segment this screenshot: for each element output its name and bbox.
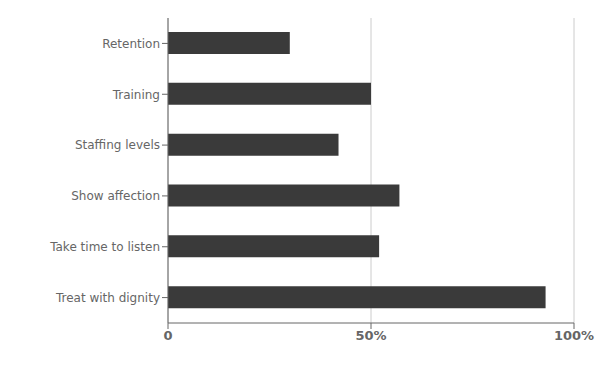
svg-text:50%: 50% — [355, 328, 386, 343]
svg-text:Training: Training — [112, 88, 160, 102]
svg-text:Take time to listen: Take time to listen — [49, 240, 160, 254]
svg-text:0: 0 — [163, 328, 172, 343]
svg-text:Staffing levels: Staffing levels — [75, 138, 160, 152]
svg-text:Retention: Retention — [102, 37, 160, 51]
svg-text:Treat with dignity: Treat with dignity — [55, 291, 160, 305]
svg-text:100%: 100% — [554, 328, 594, 343]
svg-text:Show affection: Show affection — [71, 189, 160, 203]
